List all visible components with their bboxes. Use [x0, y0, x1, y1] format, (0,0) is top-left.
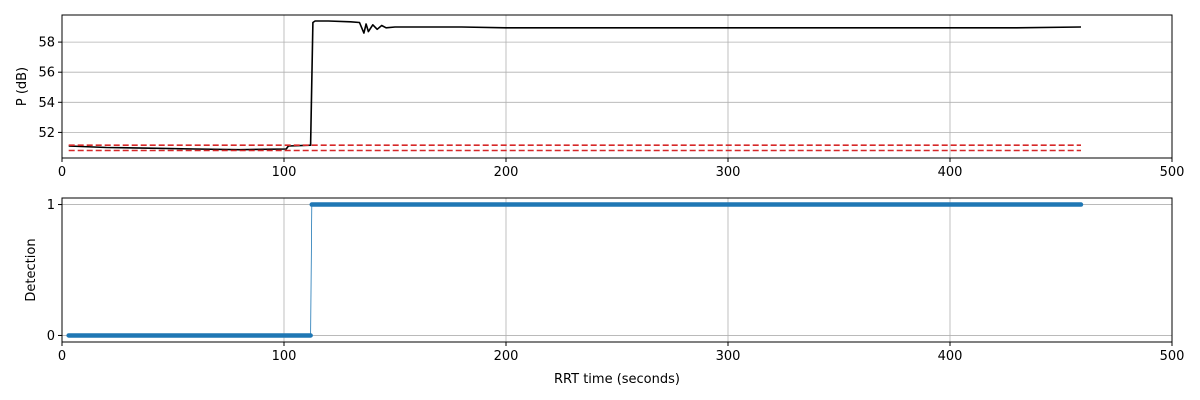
x-tick-label: 400	[938, 165, 963, 180]
y-tick-label: 56	[38, 66, 55, 81]
y-tick-label: 54	[38, 96, 55, 111]
x-tick-label: 300	[716, 165, 741, 180]
x-tick-label: 200	[494, 349, 519, 364]
y-axis-label: Detection	[24, 238, 39, 301]
detection-panel: 0 100 200 300 400 500 0 1 Detection RRT time (sec…	[24, 197, 1185, 387]
power-panel: 0 100 200 300 400 500 52 54 56 58 P (dB)	[15, 14, 1185, 180]
y-tick-label: 52	[38, 126, 55, 141]
x-tick-label: 100	[272, 349, 297, 364]
axes-frame	[61, 197, 1173, 343]
detection-connector	[68, 204, 1081, 336]
x-tick-label: 400	[938, 349, 963, 364]
x-tick-label: 0	[58, 349, 66, 364]
y-tick-label: 58	[38, 36, 55, 51]
x-tick-label: 300	[716, 349, 741, 364]
x-axis-label: RRT time (seconds)	[554, 372, 680, 387]
x-tick-label: 0	[58, 165, 66, 180]
axes-frame	[61, 14, 1173, 159]
x-tick-label: 200	[494, 165, 519, 180]
x-tick-label: 500	[1160, 349, 1185, 364]
y-tick-label: 0	[47, 329, 55, 344]
x-tick-label: 100	[272, 165, 297, 180]
y-axis-label: P (dB)	[15, 67, 30, 106]
y-tick-label: 1	[47, 198, 55, 213]
power-series-line	[68, 20, 1082, 151]
x-tick-label: 500	[1160, 165, 1185, 180]
